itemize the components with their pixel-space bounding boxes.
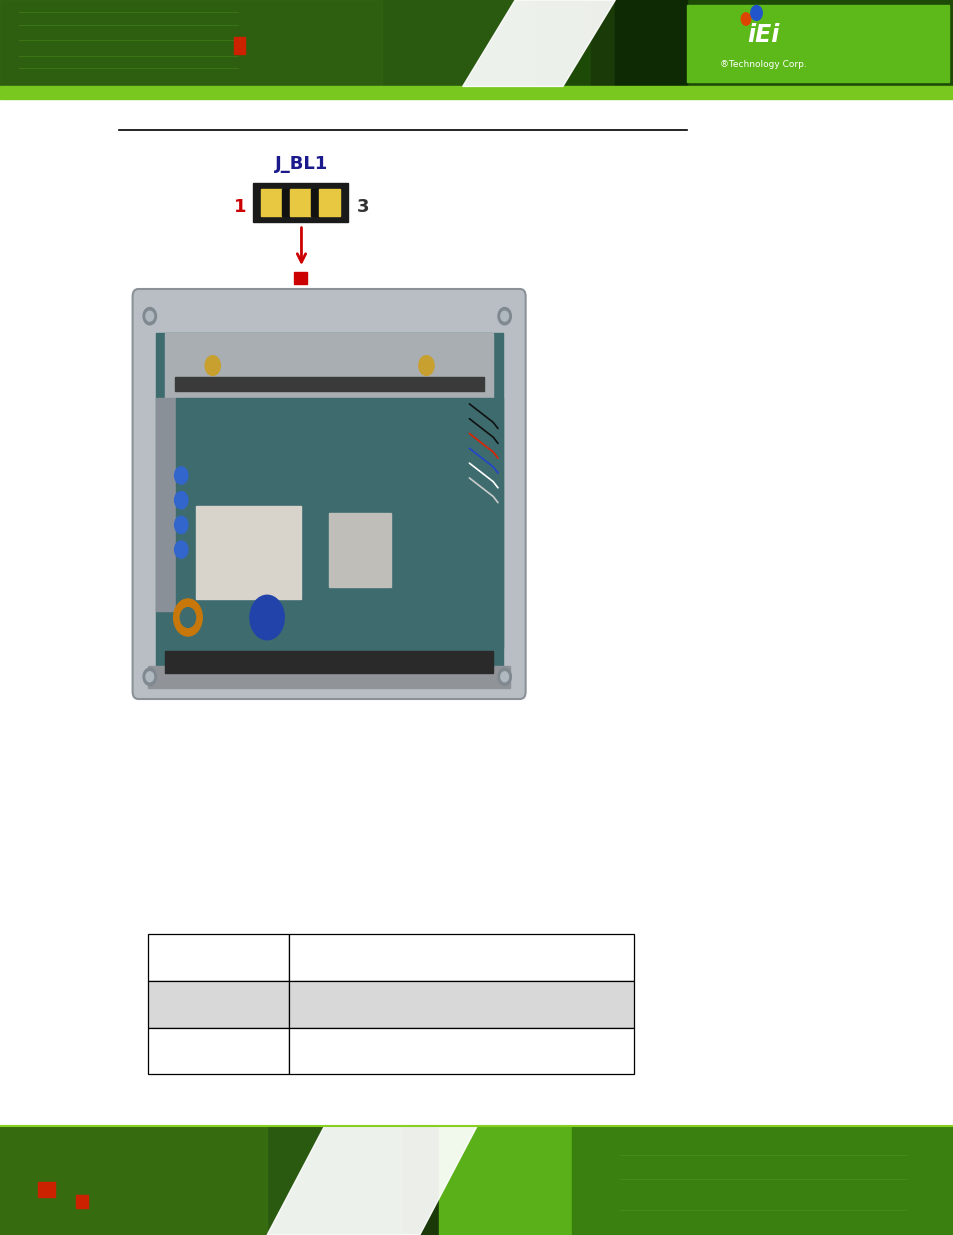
Bar [318,189,340,216]
Bar [282,189,290,216]
Circle shape [497,668,511,685]
Bar [329,513,391,587]
FancyBboxPatch shape [132,289,525,699]
Bar [155,333,502,673]
Circle shape [250,595,284,640]
Polygon shape [462,0,615,86]
Circle shape [174,492,188,509]
Bar [615,0,686,86]
Bar [591,0,686,86]
Circle shape [143,308,156,325]
Circle shape [205,356,220,375]
Bar [165,651,493,673]
Bar [233,37,245,54]
Circle shape [418,356,434,375]
Bar [0,1126,267,1235]
Bar [311,189,318,216]
Bar [261,189,282,216]
Bar [176,398,502,648]
Bar [148,934,289,981]
Text: 1: 1 [233,199,246,216]
Circle shape [174,467,188,484]
Bar [0,1126,953,1235]
Bar [148,1028,289,1074]
Circle shape [180,608,195,627]
Text: iEi: iEi [746,22,779,47]
Bar [294,272,307,284]
Text: ®Technology Corp.: ®Technology Corp. [720,61,805,69]
Bar [0,86,953,99]
Bar [165,333,493,398]
Text: J_BL1: J_BL1 [274,154,328,173]
Circle shape [143,668,156,685]
Bar [289,934,634,981]
Bar [290,189,311,216]
Bar [148,981,289,1028]
Bar [686,5,948,82]
Bar [76,1195,88,1208]
Bar [0,99,953,1126]
Bar [0,1126,400,1235]
Circle shape [174,541,188,558]
Bar [38,1182,55,1197]
Bar [289,981,634,1028]
Circle shape [173,599,202,636]
Bar [0,0,953,86]
Bar [289,1028,634,1074]
Circle shape [146,311,153,321]
Bar [253,183,348,222]
Bar [155,398,174,611]
Circle shape [500,672,508,682]
Bar [572,1126,953,1235]
Circle shape [174,516,188,534]
Circle shape [500,311,508,321]
Circle shape [146,672,153,682]
Circle shape [497,308,511,325]
Bar [0,0,381,86]
Polygon shape [267,1126,476,1235]
Text: 3: 3 [356,199,369,216]
Bar [148,666,510,688]
Bar [195,506,300,599]
Bar [438,1126,953,1235]
Bar [0,0,534,86]
Circle shape [740,12,750,25]
Circle shape [750,5,761,21]
Bar [174,377,483,391]
